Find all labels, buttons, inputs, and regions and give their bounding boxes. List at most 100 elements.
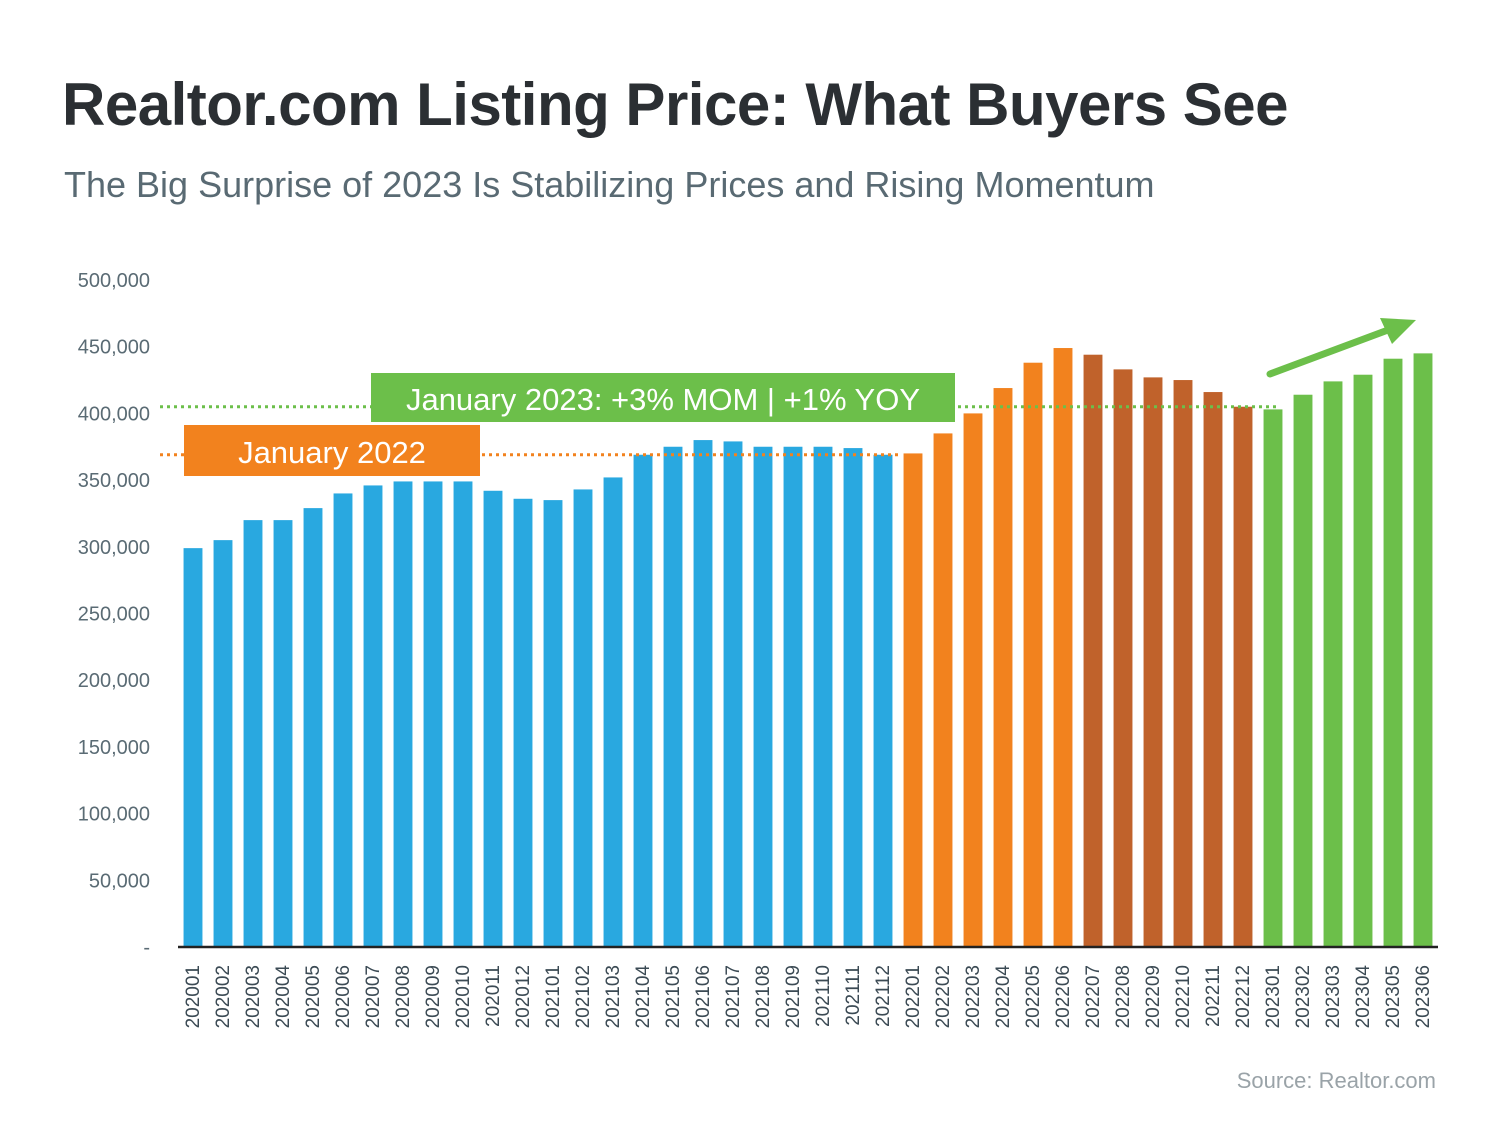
chart-title: Realtor.com Listing Price: What Buyers S… bbox=[62, 71, 1289, 138]
x-tick-label: 202201 bbox=[903, 965, 924, 1028]
x-tick-label: 202210 bbox=[1173, 965, 1194, 1028]
x-tick-label: 202204 bbox=[993, 965, 1014, 1029]
x-tick-label: 202108 bbox=[753, 965, 774, 1028]
bar-202211 bbox=[1203, 392, 1223, 947]
bar-202303 bbox=[1323, 381, 1343, 947]
x-tick-label: 202202 bbox=[933, 965, 954, 1028]
bar-202110 bbox=[813, 446, 833, 947]
bar-202101 bbox=[543, 500, 563, 947]
x-tick-label: 202004 bbox=[273, 965, 294, 1029]
x-tick-label: 202306 bbox=[1413, 965, 1434, 1028]
callout-label-january-2023: January 2023: +3% MOM | +1% YOY bbox=[406, 382, 920, 417]
x-tick-label: 202001 bbox=[183, 965, 204, 1028]
x-tick-label: 202104 bbox=[633, 965, 654, 1029]
y-tick-label: 200,000 bbox=[78, 670, 150, 692]
bar-202205 bbox=[1023, 362, 1043, 947]
x-tick-label: 202203 bbox=[963, 965, 984, 1028]
bar-202304 bbox=[1353, 374, 1373, 947]
bar-202104 bbox=[633, 454, 653, 947]
y-tick-label: 250,000 bbox=[78, 604, 150, 626]
bar-202108 bbox=[753, 446, 773, 947]
y-tick-label: 500,000 bbox=[78, 270, 150, 292]
x-tick-label: 202009 bbox=[423, 965, 444, 1028]
callout-box-january-2023 bbox=[371, 373, 955, 422]
bar-202212 bbox=[1233, 406, 1253, 948]
x-tick-label: 202208 bbox=[1113, 965, 1134, 1028]
bar-202009 bbox=[423, 481, 443, 947]
x-tick-label: 202012 bbox=[513, 965, 534, 1028]
x-tick-label: 202110 bbox=[813, 965, 834, 1027]
bar-202011 bbox=[483, 490, 503, 947]
bar-202302 bbox=[1293, 394, 1313, 947]
x-tick-label: 202305 bbox=[1383, 965, 1404, 1028]
bar-202001 bbox=[183, 548, 203, 947]
x-axis: 202001 202002 202003 202004 202005 202006 2020… bbox=[178, 945, 1438, 1029]
x-tick-label: 202011 bbox=[483, 965, 504, 1027]
bar-202005 bbox=[303, 508, 323, 947]
y-tick-label: 450,000 bbox=[78, 337, 150, 359]
y-tick-label: 350,000 bbox=[78, 470, 150, 492]
x-tick-label: 202106 bbox=[693, 965, 714, 1028]
bar-202209 bbox=[1143, 377, 1163, 948]
x-tick-label: 202101 bbox=[543, 965, 564, 1028]
y-tick-label: - bbox=[143, 937, 150, 959]
source-note: Source: Realtor.com bbox=[1236, 1068, 1436, 1093]
bar-202105 bbox=[663, 446, 683, 947]
x-tick-label: 202005 bbox=[303, 965, 324, 1028]
trend-arrow bbox=[1266, 318, 1416, 378]
x-tick-label: 202006 bbox=[333, 965, 354, 1028]
bar-202201 bbox=[903, 453, 923, 947]
trend-arrow-head bbox=[1380, 318, 1416, 344]
bar-202102 bbox=[573, 489, 593, 947]
reference-lines: January 2022 January 2023: +3% MOM | +1% … bbox=[160, 373, 1280, 476]
bar-202107 bbox=[723, 441, 743, 947]
x-tick-label: 202206 bbox=[1053, 965, 1074, 1028]
callout-box-january-2022 bbox=[184, 425, 480, 476]
x-tick-label: 202007 bbox=[363, 965, 384, 1028]
x-tick-label: 202109 bbox=[783, 965, 804, 1028]
x-tick-label: 202205 bbox=[1023, 965, 1044, 1028]
callout-label-january-2022: January 2022 bbox=[238, 435, 426, 470]
x-tick-label: 202111 bbox=[843, 965, 864, 1026]
bar-202007 bbox=[363, 485, 383, 947]
bar-202208 bbox=[1113, 369, 1133, 947]
y-tick-label: 100,000 bbox=[78, 804, 150, 826]
bar-202006 bbox=[333, 493, 353, 947]
bar-202206 bbox=[1053, 348, 1073, 947]
bar-202204 bbox=[993, 388, 1013, 948]
x-tick-label: 202103 bbox=[603, 965, 624, 1028]
x-tick-label: 202207 bbox=[1083, 965, 1104, 1028]
x-tick-label: 202301 bbox=[1263, 965, 1284, 1028]
bars bbox=[183, 348, 1433, 948]
x-tick-label: 202212 bbox=[1233, 965, 1254, 1028]
bar-202305 bbox=[1383, 358, 1403, 947]
y-tick-label: 300,000 bbox=[78, 537, 150, 559]
x-tick-label: 202211 bbox=[1203, 965, 1224, 1027]
x-tick-label: 202302 bbox=[1293, 965, 1314, 1028]
y-axis: - 50,000 100,000 150,000 200,000 250,000 300,0… bbox=[78, 270, 150, 959]
bar-202202 bbox=[933, 433, 953, 947]
y-tick-label: 150,000 bbox=[78, 737, 150, 759]
bar-202111 bbox=[843, 448, 863, 947]
y-tick-label: 50,000 bbox=[89, 870, 150, 892]
bar-202210 bbox=[1173, 380, 1193, 947]
x-tick-label: 202102 bbox=[573, 965, 594, 1028]
bar-202112 bbox=[873, 454, 893, 947]
bar-202012 bbox=[513, 498, 533, 947]
x-tick-label: 202105 bbox=[663, 965, 684, 1028]
bar-202301 bbox=[1263, 409, 1283, 947]
y-tick-label: 400,000 bbox=[78, 403, 150, 425]
bar-202002 bbox=[213, 540, 233, 947]
trend-arrow-shaft bbox=[1266, 326, 1392, 378]
x-tick-label: 202010 bbox=[453, 965, 474, 1028]
x-tick-label: 202008 bbox=[393, 965, 414, 1028]
x-tick-label: 202107 bbox=[723, 965, 744, 1028]
bar-202109 bbox=[783, 446, 803, 947]
bar-202003 bbox=[243, 520, 263, 947]
bar-202010 bbox=[453, 481, 473, 947]
chart-subtitle: The Big Surprise of 2023 Is Stabilizing … bbox=[64, 164, 1155, 205]
x-tick-label: 202112 bbox=[873, 965, 894, 1027]
x-tick-label: 202304 bbox=[1353, 965, 1374, 1029]
bar-202306 bbox=[1413, 353, 1433, 947]
